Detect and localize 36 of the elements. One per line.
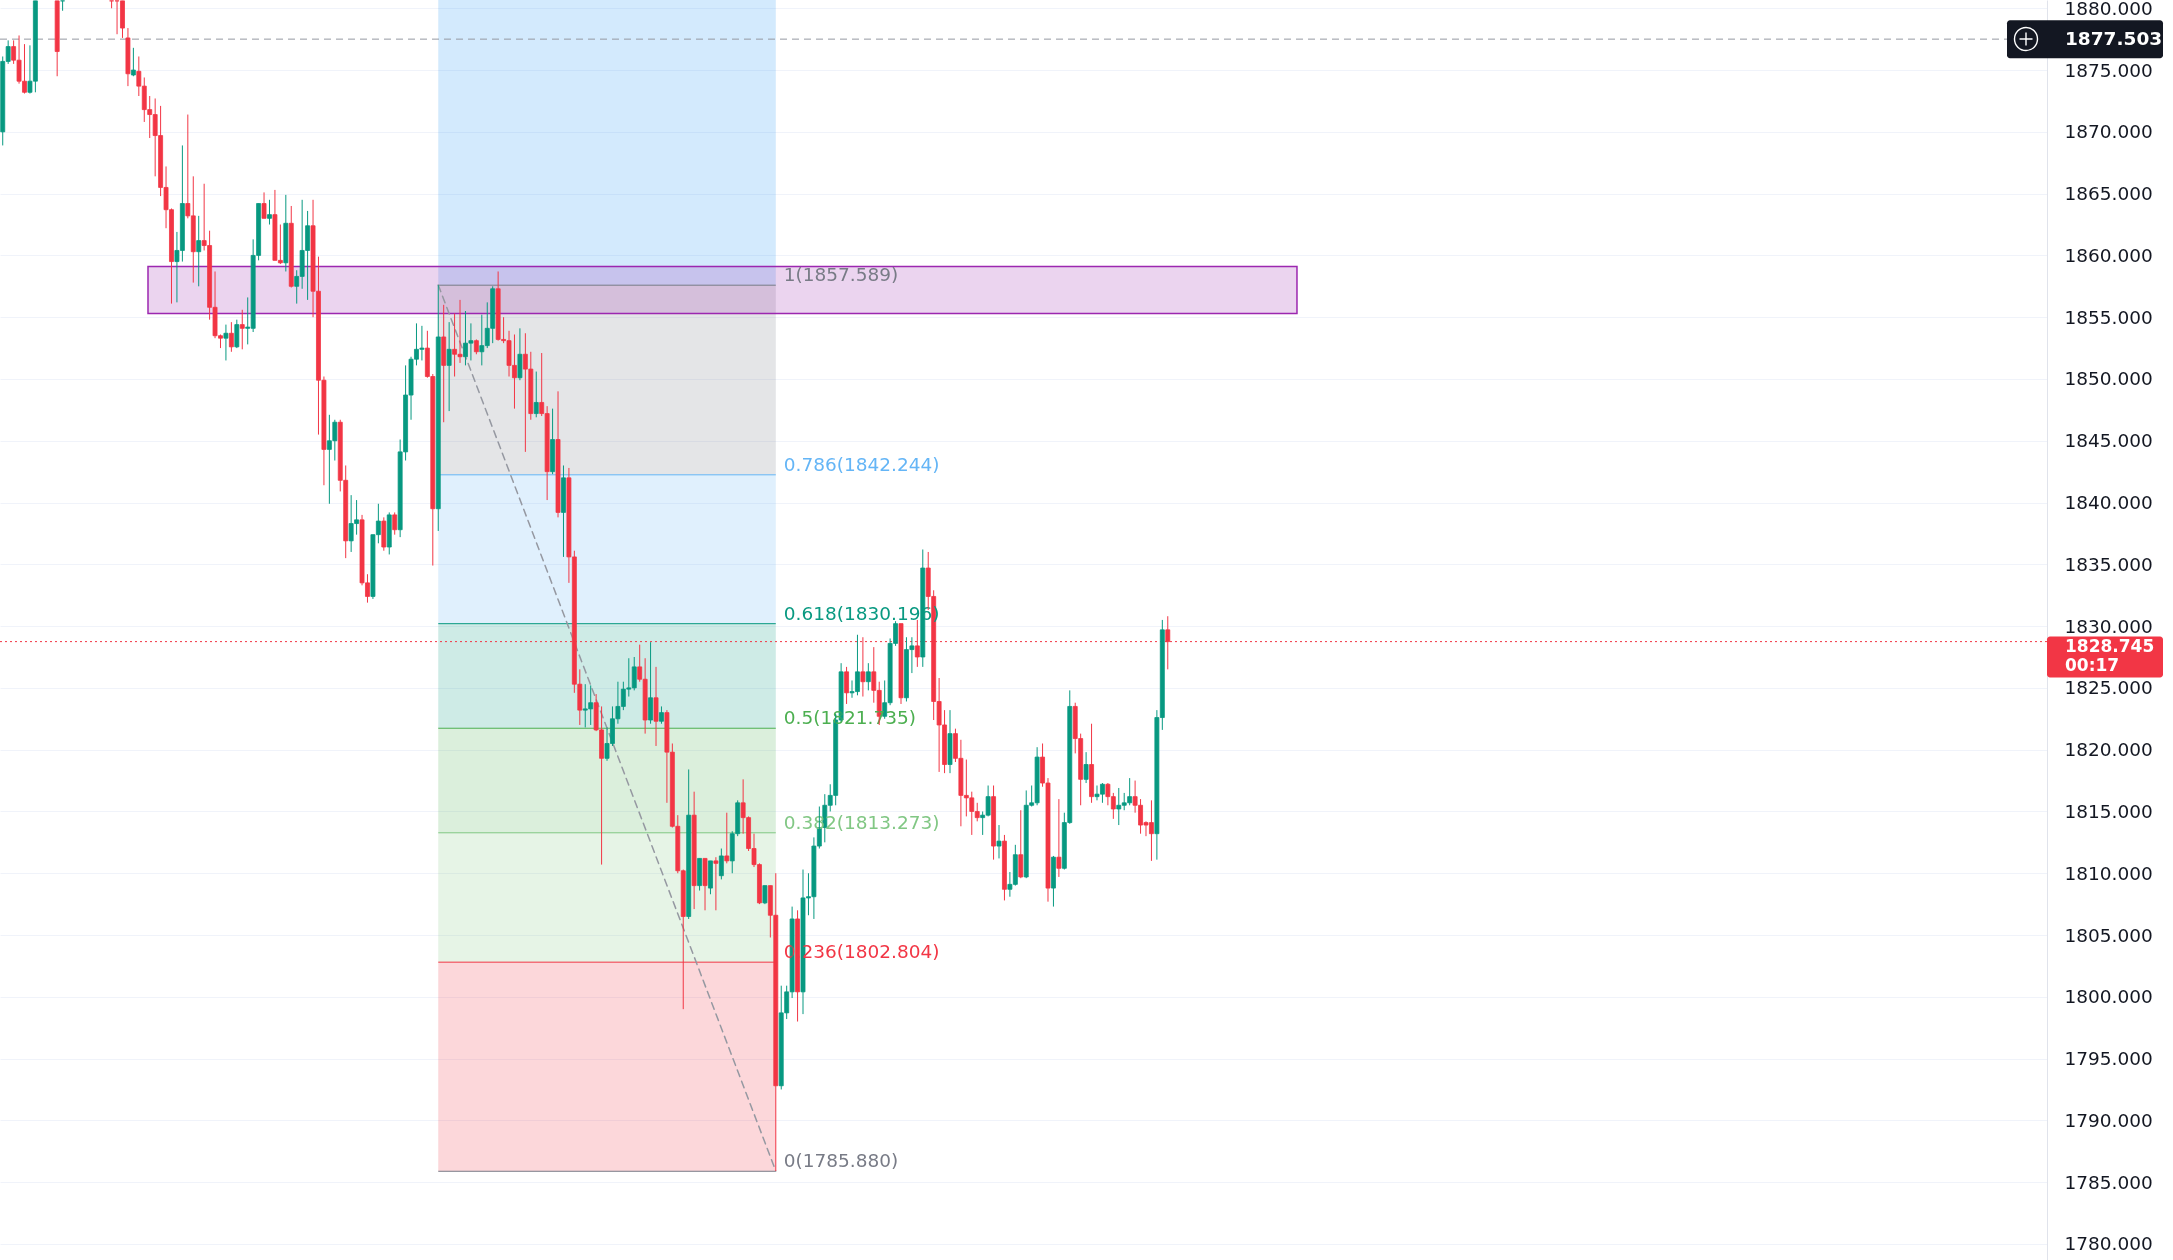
y-tick-label: 1785.000 — [2064, 1171, 2153, 1193]
ref-line-label: 1877.503 — [2065, 28, 2163, 50]
y-tick-label: 1850.000 — [2064, 368, 2153, 390]
candlestick — [130, 47, 136, 77]
y-tick-label: 1860.000 — [2064, 244, 2153, 266]
y-tick-label: 1805.000 — [2064, 924, 2153, 946]
y-tick-label: 1845.000 — [2064, 430, 2153, 452]
y-tick-label: 1865.000 — [2064, 183, 2153, 205]
candlestick — [713, 856, 719, 911]
y-tick-label: 1810.000 — [2064, 862, 2153, 884]
y-tick-label: 1795.000 — [2064, 1048, 2153, 1070]
y-tick-label: 1820.000 — [2064, 739, 2153, 761]
candlestick — [54, 0, 60, 77]
candlestick — [267, 199, 272, 226]
y-tick-label: 1790.000 — [2064, 1109, 2153, 1131]
y-tick-label: 1780.000 — [2064, 1233, 2153, 1255]
y-tick-label: 1870.000 — [2064, 121, 2153, 143]
ref-line-label: 1(1857.589) — [783, 264, 899, 286]
y-tick-label: 1840.000 — [2064, 492, 2153, 514]
candlestick — [996, 824, 1002, 859]
ref-line-label: 0(1785.880) — [783, 1150, 899, 1172]
y-tick-label: 1855.000 — [2064, 306, 2153, 328]
y-tick-label: 1830.000 — [2064, 615, 2153, 637]
y-tick-label: 1815.000 — [2064, 800, 2153, 822]
y-tick-label: 1800.000 — [2064, 986, 2153, 1008]
candlestick — [109, 0, 115, 9]
ref-line-label: 1828.745 00:17 — [2065, 635, 2155, 675]
candlestick — [239, 309, 245, 350]
candlestick — [762, 885, 768, 905]
y-tick-label: 1825.000 — [2064, 677, 2153, 699]
ref-line-label: 0.786(1842.244) — [783, 453, 940, 475]
y-tick-label: 1880.000 — [2064, 0, 2153, 19]
y-tick-label: 1835.000 — [2064, 553, 2153, 575]
candlestick — [724, 812, 730, 864]
y-tick-label: 1875.000 — [2064, 59, 2153, 81]
candlestick — [60, 0, 66, 12]
